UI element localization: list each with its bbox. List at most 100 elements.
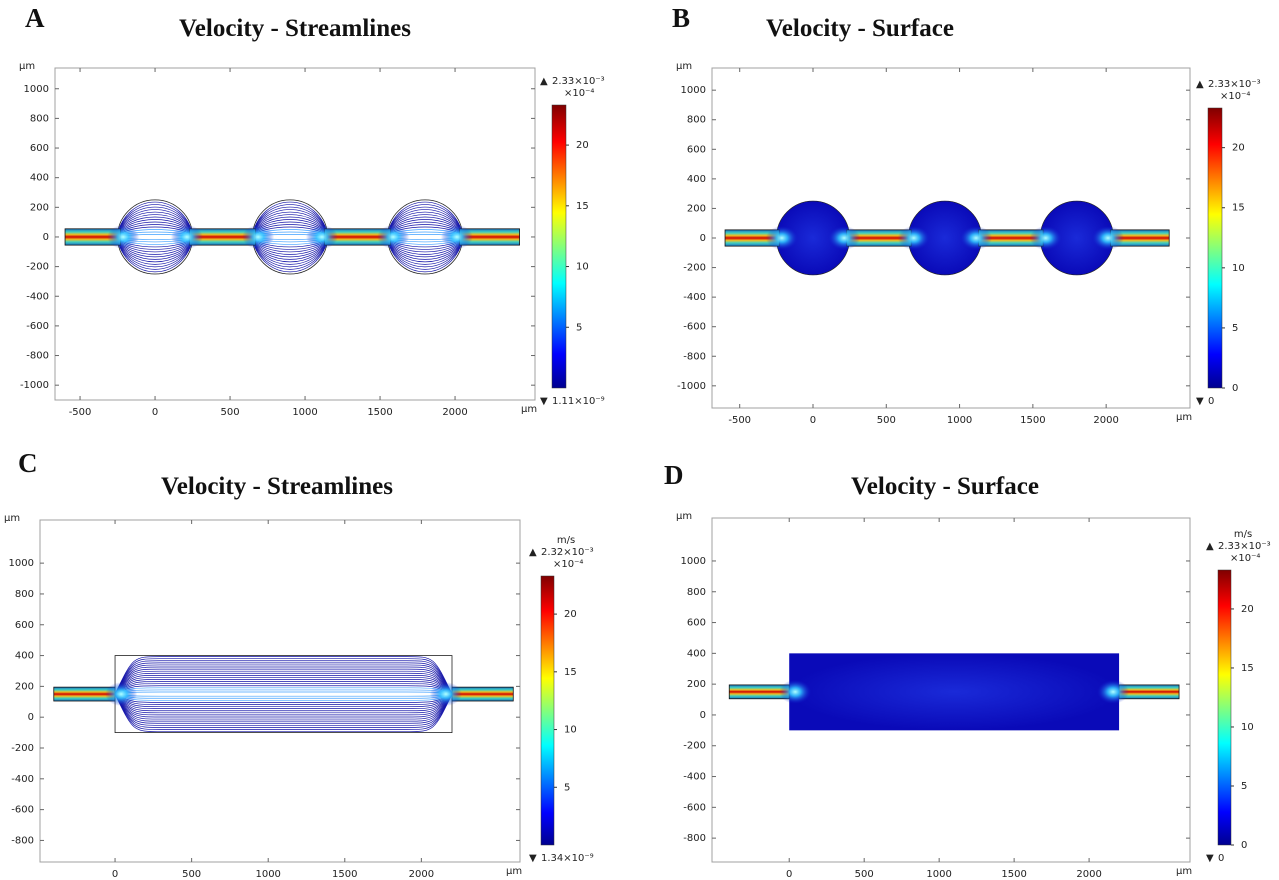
max-marker: ▲ [1196,79,1204,90]
x-tick-label: 1500 [1020,415,1045,426]
y-unit: μm [4,513,20,524]
y-tick-label: -600 [683,322,706,333]
panel-letter: A [25,3,45,33]
x-tick-label: 1000 [292,407,317,418]
y-tick-label: 400 [687,174,706,185]
x-tick-label: 0 [112,869,118,880]
inlet-glow [766,226,798,250]
colorbar-tick-label: 0 [1232,383,1238,394]
y-tick-label: 800 [15,589,34,600]
y-tick-label: 1000 [24,84,49,95]
colorbar-tick-label: 5 [564,782,570,793]
colorbar-tick-label: 5 [576,322,582,333]
y-tick-label: 800 [30,113,49,124]
y-tick-label: -800 [683,351,706,362]
colorbar [1218,570,1231,845]
y-tick-label: -200 [683,263,706,274]
inlet-glow [960,226,992,250]
x-tick-label: 1000 [255,869,280,880]
max-marker: ▲ [1206,541,1214,552]
chamber [789,653,1119,730]
x-tick-label: 1500 [1001,869,1026,880]
y-tick-label: 800 [687,115,706,126]
inlet-glow [441,225,473,249]
y-tick-label: -800 [26,351,49,362]
y-tick-label: -400 [26,291,49,302]
colorbar-min: 0 [1218,853,1224,864]
y-tick-label: 200 [30,202,49,213]
inlet-glow [306,225,338,249]
max-marker: ▲ [540,76,548,87]
inlet-glow [1092,226,1124,250]
field [729,653,1179,730]
x-tick-label: 1000 [926,869,951,880]
y-tick-label: 0 [700,710,706,721]
colorbar-tick-label: 15 [1232,203,1245,214]
y-tick-label: -800 [11,835,34,846]
y-tick-label: 600 [15,620,34,631]
x-unit: μm [1176,412,1192,423]
panel-letter: D [664,460,684,490]
x-tick-label: 0 [786,869,792,880]
min-marker: ▼ [1206,853,1214,864]
colorbar-scale: ×10⁻⁴ [564,88,594,99]
inlet-glow [828,226,860,250]
colorbar-tick-label: 10 [564,725,577,736]
y-tick-label: -200 [11,743,34,754]
y-tick-label: 1000 [681,556,706,567]
y-tick-label: -600 [26,321,49,332]
colorbar-tick-label: 10 [1241,722,1254,733]
y-tick-label: 200 [15,681,34,692]
panel-title: Velocity - Streamlines [179,15,411,42]
x-tick-label: 500 [877,415,896,426]
x-tick-label: 2000 [1093,415,1118,426]
colorbar-max: 2.33×10⁻³ [1208,79,1261,90]
inlet-glow [430,682,462,706]
field [725,201,1169,275]
y-tick-label: -1000 [20,380,49,391]
colorbar-tick-label: 5 [1232,323,1238,334]
min-marker: ▼ [1196,396,1204,407]
colorbar-max: 2.33×10⁻³ [552,76,605,87]
y-tick-label: 200 [687,203,706,214]
y-tick-label: -400 [11,774,34,785]
y-tick-label: 400 [30,173,49,184]
colorbar-scale: ×10⁻⁴ [553,559,583,570]
colorbar-tick-label: 5 [1241,781,1247,792]
inlet-glow [898,226,930,250]
x-tick-label: 2000 [409,869,434,880]
y-tick-label: 0 [43,232,49,243]
inlet-glow [107,225,139,249]
colorbar-tick-label: 20 [576,140,589,151]
colorbar-unit: m/s [1234,529,1252,540]
panel-title: Velocity - Surface [766,15,954,42]
inlet-glow [242,225,274,249]
y-tick-label: -800 [683,833,706,844]
colorbar-tick-label: 20 [564,609,577,620]
x-tick-label: 2000 [1076,869,1101,880]
y-tick-label: -600 [11,805,34,816]
colorbar-tick-label: 15 [1241,663,1254,674]
colorbar-unit: m/s [557,535,575,546]
y-tick-label: 1000 [9,558,34,569]
panel-title: Velocity - Surface [851,473,1039,500]
inlet-glow [1097,680,1129,704]
y-tick-label: -400 [683,772,706,783]
colorbar-tick-label: 0 [1241,840,1247,851]
y-tick-label: 600 [687,144,706,155]
colorbar-min: 1.11×10⁻⁹ [552,396,605,407]
x-tick-label: 1000 [947,415,972,426]
y-tick-label: -1000 [677,381,706,392]
min-marker: ▼ [529,853,537,864]
colorbar-max: 2.32×10⁻³ [541,547,594,558]
y-unit: μm [676,61,692,72]
panel-letter: B [672,3,690,33]
colorbar-scale: ×10⁻⁴ [1230,553,1260,564]
y-tick-label: -400 [683,292,706,303]
y-tick-label: 0 [700,233,706,244]
inlet-glow [105,682,137,706]
colorbar [1208,108,1222,388]
